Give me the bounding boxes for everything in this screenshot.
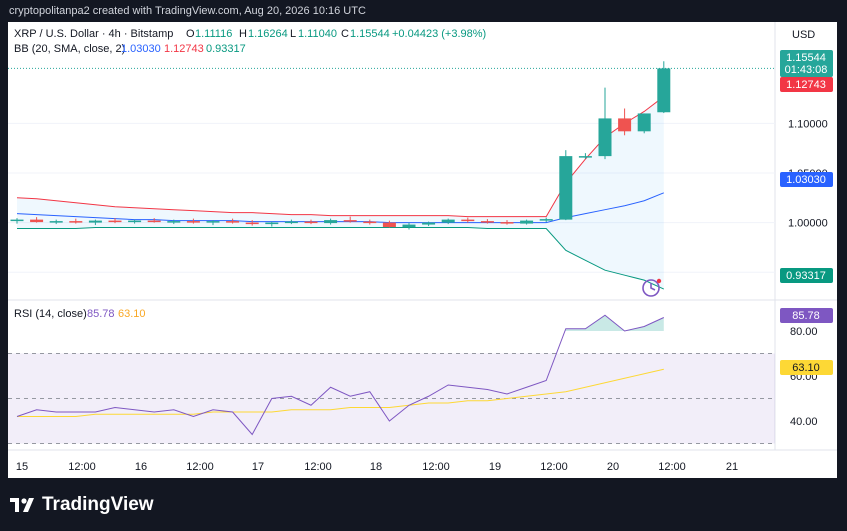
candle-body [304,221,318,224]
rsi-tag [780,308,833,323]
candle-body [657,68,671,113]
legend-rsi-value: 85.78 [87,308,115,320]
time-tick-label: 18 [370,461,382,473]
candle-body [461,219,475,222]
time-tick-label: 12:00 [186,461,214,473]
rsi-ma-tag-value: 63.10 [792,362,820,374]
time-tick-label: 17 [252,461,264,473]
candle-body [284,221,298,224]
candle-body [520,220,534,224]
bb-basis-tag [780,172,833,187]
candle-body [88,220,102,223]
rsi-ma-line [17,368,664,417]
candle-body [108,220,122,223]
time-tick-label: 16 [135,461,147,473]
candle-countdown: 01:43:08 [785,64,828,76]
rsi-pane [8,314,775,444]
candle-body [402,224,416,228]
candle-body [637,113,651,132]
clock-icon[interactable] [642,278,662,297]
candle-body [363,221,377,224]
legend-low: 1.11040 [298,28,337,40]
price-axis-currency: USD [792,29,815,41]
candle-body [167,221,181,223]
candle-body [69,221,83,223]
legend-bb-label[interactable]: BB (20, SMA, close, 2) [14,43,125,55]
legend-high: 1.16264 [248,28,288,40]
candle-body [382,222,396,228]
candle-body [422,222,436,225]
candle-body [147,220,161,223]
rsi-line [16,314,665,436]
candle-body [128,220,142,223]
bb-lower-tag [780,268,833,283]
time-tick-label: 12:00 [304,461,332,473]
rsi-band-fill [8,353,775,444]
bb-basis-line [16,192,664,224]
legend-bb-upper: 1.12743 [164,43,204,55]
candle-body [441,219,455,223]
candle-body [500,222,514,224]
candle-body [559,156,573,220]
bb-basis-tag-value: 1.03030 [786,174,826,186]
last-price-value: 1.15544 [786,52,826,64]
time-tick-label: 12:00 [68,461,96,473]
tradingview-logo-icon [10,498,34,512]
legend-open: 1.11116 [195,28,232,40]
bb-upper-tag [780,77,833,92]
candle-body [598,118,612,157]
candle-body [265,222,279,225]
bb-lower-tag-value: 0.93317 [786,270,826,282]
candles [10,61,671,230]
time-tick-label: 12:00 [422,461,450,473]
candle-body [30,219,44,223]
candle-body [324,220,338,224]
legend-close-label: C [341,28,349,40]
time-tick-label: 12:00 [658,461,686,473]
bb-upper-line [16,96,665,218]
bollinger-bands [16,96,665,290]
time-tick-label: 19 [489,461,501,473]
time-tick-label: 21 [726,461,738,473]
candle-body [206,221,220,223]
last-price-tag [780,50,833,77]
rsi-ma-tag [780,360,833,375]
candle-body [226,221,240,223]
time-tick-label: 12:00 [540,461,568,473]
time-tick-label: 15 [16,461,28,473]
legend-rsi-label[interactable]: RSI (14, close) [14,308,87,320]
price-tick-label: 1.00000 [788,218,828,230]
legend-rsi-ma: 63.10 [118,308,146,320]
legend-close: 1.15544 [350,28,390,40]
legend-high-label: H [239,28,247,40]
legend-open-label: O [186,28,195,40]
candle-body [618,118,632,132]
legend-bb-basis: 1.03030 [121,43,161,55]
price-tick-label: 1.10000 [788,118,828,130]
tradingview-logo: TradingView [10,492,154,518]
legend-low-label: L [290,28,296,40]
bb-upper-tag-value: 1.12743 [786,79,826,91]
legend-bb-lower: 0.93317 [206,43,246,55]
brand-name: TradingView [42,494,154,515]
candle-body [10,219,24,222]
chart-credit: cryptopolitanpa2 created with TradingVie… [9,5,366,17]
rsi-tag-value: 85.78 [792,310,820,322]
rsi-tick-label: 80.00 [790,326,818,338]
candle-body [539,219,553,221]
candle-body [480,221,494,223]
rsi-tick-label: 40.00 [790,416,818,428]
legend-change: +0.04423 (+3.98%) [392,28,486,40]
candle-body [186,221,200,223]
candle-body [578,156,592,158]
legend-symbol[interactable]: XRP / U.S. Dollar · 4h · Bitstamp [14,28,173,40]
candle-body [49,221,63,223]
time-tick-label: 20 [607,461,619,473]
chart-frame [8,22,837,478]
candle-body [343,220,357,222]
bb-lower-line [17,227,665,290]
candle-body [245,222,259,225]
